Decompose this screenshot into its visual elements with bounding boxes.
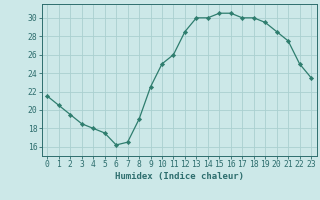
X-axis label: Humidex (Indice chaleur): Humidex (Indice chaleur): [115, 172, 244, 181]
